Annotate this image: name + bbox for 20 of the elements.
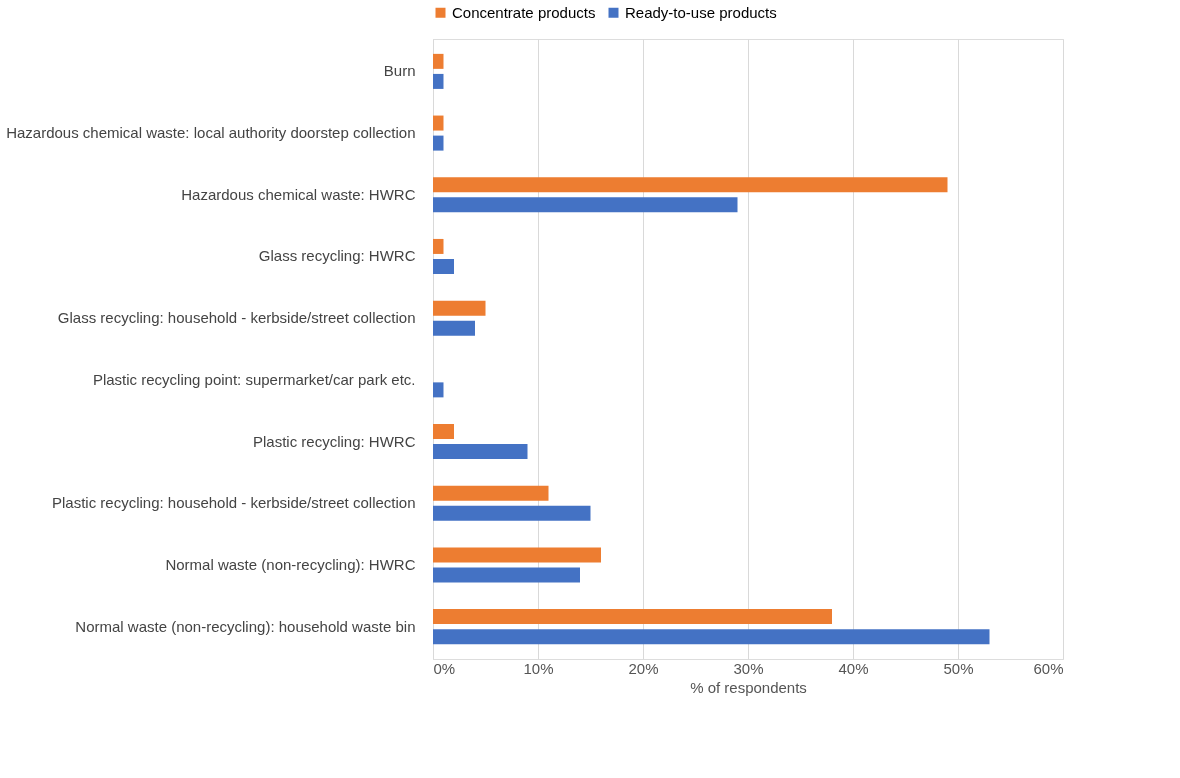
y-tick-label: Normal waste (non-recycling): household waste bin [75, 617, 416, 635]
y-tick-label: Hazardous chemical waste: local authority doorstep collection [6, 124, 416, 142]
y-tick-label: Burn [383, 62, 416, 80]
y-tick-label: Hazardous chemical waste: HWRC [181, 185, 416, 203]
x-tick-label: 50% [943, 659, 974, 677]
x-tick-label: 30% [733, 659, 764, 677]
y-tick-label: Glass recycling: household - kerbside/street collection [57, 309, 416, 327]
x-tick-label: 10% [523, 659, 554, 677]
x-axis-title: % of respondents [690, 678, 807, 696]
legend-label: Concentrate products [452, 3, 596, 21]
y-tick-label: Plastic recycling: household - kerbside/street collection [51, 494, 416, 512]
x-tick-label: 60% [1033, 659, 1064, 677]
y-tick-label: Plastic recycling point: supermarket/car park etc. [92, 370, 416, 388]
y-tick-label: Normal waste (non-recycling): HWRC [165, 555, 416, 573]
x-tick-label: 20% [628, 659, 659, 677]
y-tick-label: Glass recycling: HWRC [258, 247, 416, 265]
x-tick-label: 40% [838, 659, 869, 677]
y-tick-label: Plastic recycling: HWRC [252, 432, 416, 450]
x-tick-label: 0% [433, 659, 456, 677]
legend-label: Ready-to-use products [625, 3, 777, 21]
